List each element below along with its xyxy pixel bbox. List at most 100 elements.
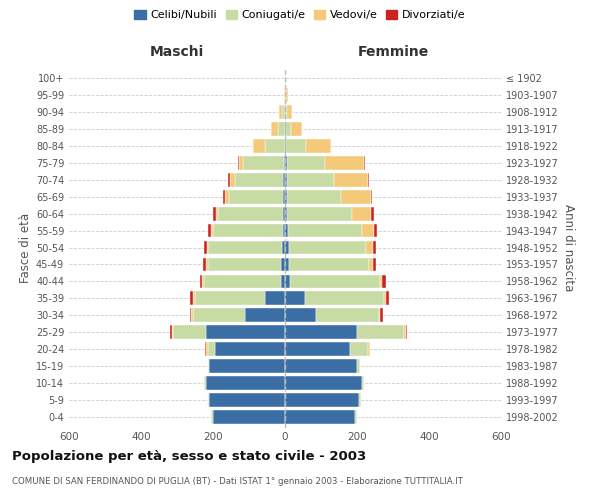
Bar [206, 342, 208, 356]
Text: Femmine: Femmine [358, 45, 428, 59]
Bar [239, 156, 243, 170]
Bar [271, 122, 278, 136]
Bar [208, 224, 211, 237]
Bar [373, 240, 376, 254]
Bar [285, 308, 316, 322]
Bar [404, 326, 406, 340]
Bar [341, 190, 371, 203]
Bar [287, 206, 352, 220]
Bar [215, 206, 218, 220]
Bar [285, 342, 350, 356]
Bar [285, 104, 287, 118]
Bar [380, 274, 382, 288]
Bar [364, 156, 365, 170]
Text: Popolazione per età, sesso e stato civile - 2003: Popolazione per età, sesso e stato civil… [12, 450, 366, 463]
Bar [291, 122, 302, 136]
Legend: Celibi/Nubili, Coniugati/e, Vedovi/e, Divorziati/e: Celibi/Nubili, Coniugati/e, Vedovi/e, Di… [130, 6, 470, 25]
Bar [283, 190, 285, 203]
Bar [368, 342, 370, 356]
Bar [223, 190, 225, 203]
Bar [285, 292, 305, 306]
Bar [287, 172, 334, 186]
Bar [215, 342, 285, 356]
Bar [325, 156, 364, 170]
Bar [285, 410, 355, 424]
Bar [281, 274, 285, 288]
Bar [286, 88, 287, 102]
Bar [225, 190, 229, 203]
Bar [235, 172, 283, 186]
Bar [282, 240, 285, 254]
Bar [371, 206, 374, 220]
Bar [285, 394, 359, 407]
Bar [287, 104, 292, 118]
Bar [285, 326, 357, 340]
Bar [285, 240, 289, 254]
Bar [362, 376, 364, 390]
Bar [287, 190, 341, 203]
Bar [285, 138, 286, 152]
Bar [212, 206, 215, 220]
Bar [230, 172, 235, 186]
Bar [193, 292, 195, 306]
Bar [285, 172, 287, 186]
Bar [285, 156, 287, 170]
Bar [362, 224, 374, 237]
Bar [206, 326, 285, 340]
Bar [357, 360, 360, 374]
Bar [205, 342, 206, 356]
Bar [287, 156, 325, 170]
Bar [208, 342, 215, 356]
Bar [359, 394, 361, 407]
Bar [350, 342, 368, 356]
Bar [204, 274, 281, 288]
Bar [373, 258, 376, 272]
Bar [355, 410, 357, 424]
Bar [305, 292, 384, 306]
Bar [238, 156, 239, 170]
Bar [285, 376, 362, 390]
Bar [191, 308, 193, 322]
Bar [368, 258, 373, 272]
Bar [352, 206, 371, 220]
Bar [208, 394, 209, 407]
Bar [209, 394, 285, 407]
Bar [283, 224, 285, 237]
Bar [200, 274, 202, 288]
Bar [213, 224, 283, 237]
Bar [253, 138, 265, 152]
Bar [208, 240, 282, 254]
Bar [382, 274, 386, 288]
Bar [218, 206, 283, 220]
Bar [374, 224, 377, 237]
Bar [285, 206, 287, 220]
Bar [290, 274, 380, 288]
Bar [286, 122, 291, 136]
Y-axis label: Fasce di età: Fasce di età [19, 212, 32, 282]
Bar [406, 326, 407, 340]
Y-axis label: Anni di nascita: Anni di nascita [562, 204, 575, 291]
Bar [202, 274, 204, 288]
Bar [206, 258, 208, 272]
Bar [203, 258, 206, 272]
Bar [289, 240, 366, 254]
Bar [211, 410, 213, 424]
Bar [209, 360, 285, 374]
Bar [279, 104, 282, 118]
Bar [285, 274, 290, 288]
Bar [278, 122, 285, 136]
Bar [284, 156, 285, 170]
Bar [357, 326, 404, 340]
Bar [195, 292, 265, 306]
Bar [211, 224, 213, 237]
Bar [281, 258, 285, 272]
Bar [285, 360, 357, 374]
Bar [229, 172, 230, 186]
Bar [173, 326, 206, 340]
Bar [285, 190, 287, 203]
Bar [379, 308, 380, 322]
Bar [285, 88, 286, 102]
Bar [285, 224, 288, 237]
Bar [245, 308, 285, 322]
Bar [190, 292, 193, 306]
